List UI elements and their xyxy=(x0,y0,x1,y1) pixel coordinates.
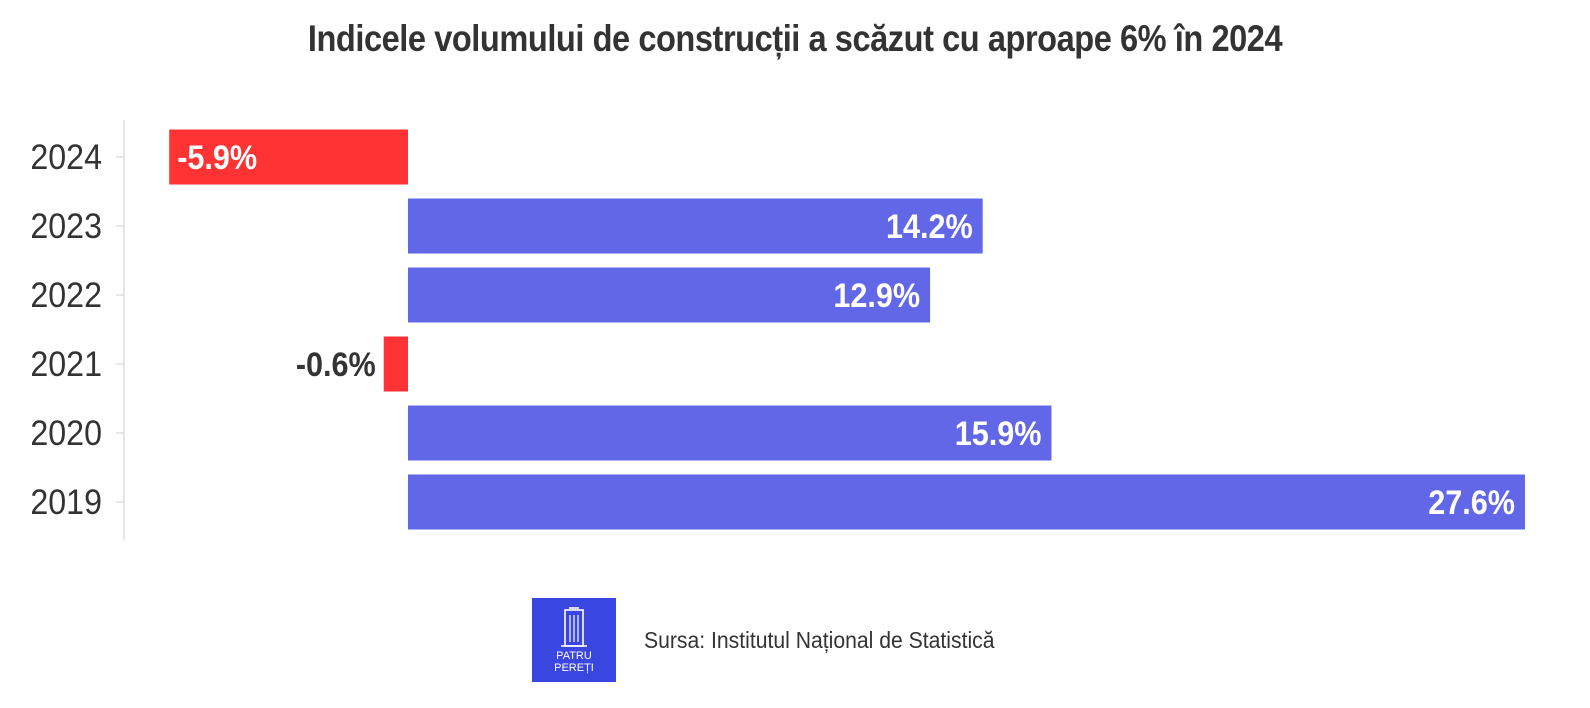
data-label: 14.2% xyxy=(886,208,973,246)
y-tick-label: 2023 xyxy=(30,208,102,247)
y-tick-label: 2019 xyxy=(30,484,102,523)
bar xyxy=(408,267,931,323)
source-note: Sursa: Institutul Național de Statistică xyxy=(644,626,995,653)
chart-title: Indicele volumului de construcții a scăz… xyxy=(307,18,1283,59)
logo: PATRU PEREȚI xyxy=(532,598,616,682)
bar xyxy=(408,198,983,254)
data-label: -5.9% xyxy=(177,139,257,177)
footer: PATRU PEREȚI Sursa: Institutul Național … xyxy=(532,597,1025,683)
y-tick-label: 2021 xyxy=(30,346,102,385)
data-label: 12.9% xyxy=(833,277,920,315)
y-tick-label: 2020 xyxy=(30,415,102,454)
logo-text-line1: PATRU xyxy=(556,650,592,662)
y-tick-label: 2024 xyxy=(30,139,102,178)
bar xyxy=(169,129,408,185)
y-tick-label: 2022 xyxy=(30,277,102,316)
bar xyxy=(408,474,1525,530)
data-label: 15.9% xyxy=(955,415,1042,453)
bar xyxy=(383,336,408,392)
logo-text-line2: PEREȚI xyxy=(554,662,594,674)
bar-chart: 2024 -5.9% 2023 14.2% 2022 12.9% 2021 -0.6% 2020… xyxy=(30,120,1525,540)
building-icon xyxy=(561,607,587,647)
data-label: -0.6% xyxy=(296,346,376,384)
data-label: 27.6% xyxy=(1428,484,1515,522)
bar xyxy=(408,405,1052,461)
